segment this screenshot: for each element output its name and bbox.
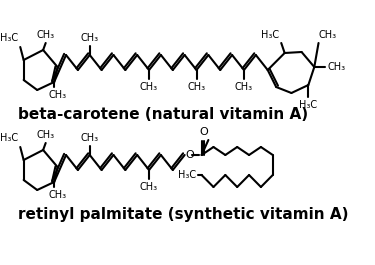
- Text: CH₃: CH₃: [37, 30, 55, 40]
- Text: CH₃: CH₃: [37, 130, 55, 140]
- Text: CH₃: CH₃: [318, 30, 337, 40]
- Text: CH₃: CH₃: [48, 190, 67, 200]
- Text: H₃C: H₃C: [261, 30, 279, 40]
- Text: CH₃: CH₃: [235, 82, 253, 92]
- Text: CH₃: CH₃: [140, 182, 158, 192]
- Text: retinyl palmitate (synthetic vitamin A): retinyl palmitate (synthetic vitamin A): [18, 207, 348, 222]
- Text: H₃C: H₃C: [0, 133, 18, 143]
- Text: O: O: [199, 127, 208, 137]
- Text: beta-carotene (natural vitamin A): beta-carotene (natural vitamin A): [18, 107, 308, 122]
- Text: O: O: [185, 150, 194, 160]
- Text: CH₃: CH₃: [327, 62, 345, 72]
- Text: CH₃: CH₃: [48, 90, 67, 100]
- Text: CH₃: CH₃: [81, 33, 99, 43]
- Text: CH₃: CH₃: [140, 82, 158, 92]
- Text: CH₃: CH₃: [81, 133, 99, 143]
- Text: H₃C: H₃C: [177, 170, 196, 180]
- Text: CH₃: CH₃: [188, 82, 206, 92]
- Text: H₃C: H₃C: [0, 33, 18, 43]
- Text: H₃C: H₃C: [299, 100, 317, 110]
